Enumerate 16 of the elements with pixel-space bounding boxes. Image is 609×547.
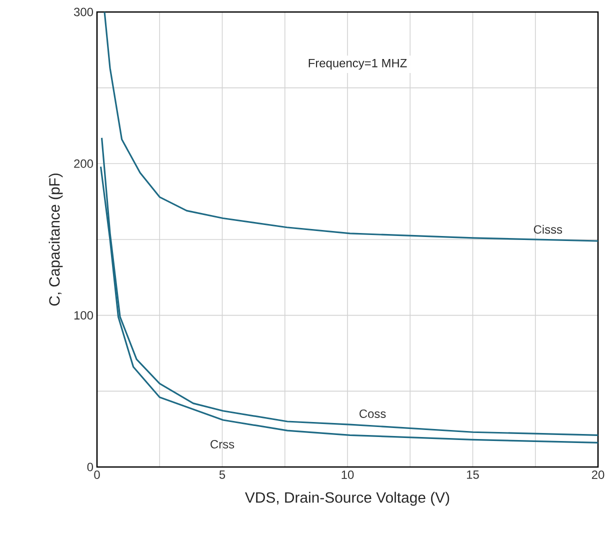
x-tick-label: 5 [219, 470, 226, 479]
x-axis-title: VDS, Drain-Source Voltage (V) [244, 492, 450, 506]
annotation: Frequency=1 MHZ [308, 58, 407, 70]
series-label: Coss [360, 410, 386, 418]
x-tick-label: 20 [592, 470, 604, 479]
line-series [104, 11, 599, 242]
y-tick-label: 300 [74, 8, 94, 16]
x-tick-label: 10 [342, 470, 354, 479]
y-axis-title: C, Capacitance (pF) [48, 174, 63, 306]
x-tick-label: 0 [94, 470, 100, 479]
y-tick-label: 200 [74, 159, 94, 168]
series-label: Cisss [534, 224, 562, 234]
x-tick-label: 15 [467, 470, 479, 479]
series-label: Crss [210, 440, 234, 448]
y-tick-label: 100 [74, 311, 94, 320]
y-tick-label: 0 [87, 462, 94, 472]
